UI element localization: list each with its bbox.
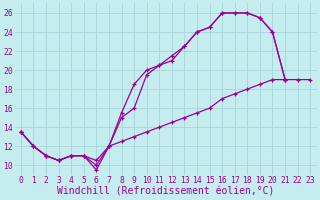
- X-axis label: Windchill (Refroidissement éolien,°C): Windchill (Refroidissement éolien,°C): [57, 187, 274, 197]
